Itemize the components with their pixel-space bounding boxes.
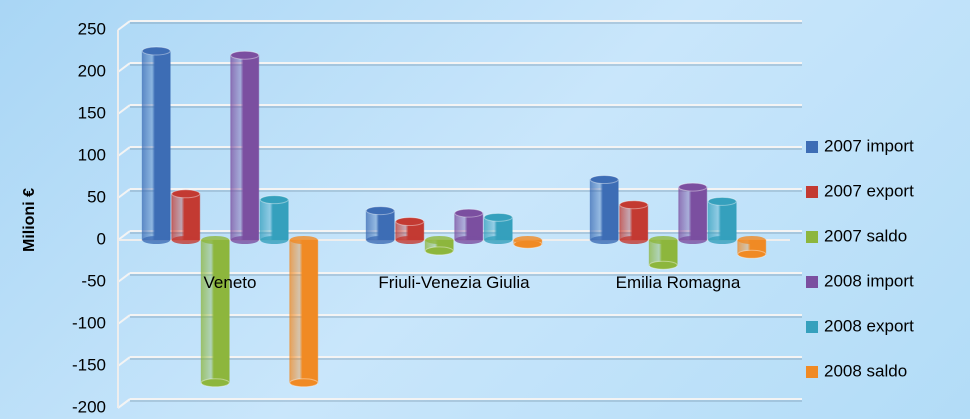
y-tick-label: -50 xyxy=(81,271,106,290)
bar xyxy=(289,239,319,384)
y-tick-label: 250 xyxy=(78,19,106,38)
bar-base xyxy=(590,236,619,244)
bar xyxy=(707,200,737,241)
bar-base xyxy=(425,236,454,244)
bar-cap xyxy=(200,378,230,388)
bar-cap xyxy=(141,46,171,56)
bar-base xyxy=(619,236,648,244)
bar-base xyxy=(484,236,513,244)
bar-base xyxy=(366,236,395,244)
bar-base xyxy=(649,236,678,244)
legend-label: 2008 saldo xyxy=(824,361,907,380)
bar-base xyxy=(395,236,424,244)
bar-cap xyxy=(707,196,737,206)
y-tick-label: 200 xyxy=(78,61,106,80)
legend-label: 2007 export xyxy=(824,181,914,200)
bar xyxy=(200,239,230,384)
legend-label: 2007 import xyxy=(824,136,914,155)
grid-line xyxy=(117,20,131,31)
legend-swatch xyxy=(806,276,818,288)
bar-cap xyxy=(454,208,484,218)
bar-cap xyxy=(648,260,678,270)
grid-line xyxy=(117,272,131,283)
bar-cap xyxy=(737,249,767,259)
grid-line xyxy=(117,230,131,241)
grid-line xyxy=(117,104,131,115)
bar-base xyxy=(260,236,289,244)
x-tick-label: Veneto xyxy=(203,273,257,292)
legend-label: 2008 import xyxy=(824,271,914,290)
bar xyxy=(230,54,260,241)
bar xyxy=(141,50,171,241)
bar xyxy=(454,212,484,241)
y-tick-label: 150 xyxy=(78,103,106,122)
bar xyxy=(619,204,649,241)
bar-cap xyxy=(395,217,425,227)
bar xyxy=(678,186,708,241)
legend-swatch xyxy=(806,186,818,198)
bar-base xyxy=(142,236,171,244)
grid-line xyxy=(117,398,131,409)
bar xyxy=(589,179,619,241)
bar xyxy=(171,193,201,241)
bar-cap xyxy=(230,50,260,60)
grid-line xyxy=(117,188,131,199)
bar-base xyxy=(708,236,737,244)
y-tick-label: 0 xyxy=(97,229,106,248)
y-tick-label: -150 xyxy=(72,355,106,374)
bar-base xyxy=(201,236,230,244)
bar-cap xyxy=(365,206,395,216)
bar xyxy=(259,199,289,241)
bar xyxy=(365,210,395,241)
bar-cap xyxy=(171,189,201,199)
bar-base xyxy=(171,236,200,244)
x-tick-label: Emilia Romagna xyxy=(615,273,741,292)
bar xyxy=(648,239,678,266)
grid-line xyxy=(117,356,131,367)
legend-swatch xyxy=(806,366,818,378)
x-tick-label: Friuli-Venezia Giulia xyxy=(378,273,530,292)
bar-cap xyxy=(678,182,708,192)
bar-base xyxy=(513,236,542,244)
bar-base xyxy=(454,236,483,244)
grid-line xyxy=(117,314,131,325)
grid-line xyxy=(117,146,131,157)
bar-base xyxy=(289,236,318,244)
bar-base xyxy=(230,236,259,244)
legend-label: 2008 export xyxy=(824,316,914,335)
bar-base xyxy=(678,236,707,244)
y-tick-label: 100 xyxy=(78,145,106,164)
legend-label: 2007 saldo xyxy=(824,226,907,245)
bar-cap xyxy=(619,200,649,210)
legend-swatch xyxy=(806,231,818,243)
y-tick-label: 50 xyxy=(87,187,106,206)
y-tick-label: -200 xyxy=(72,397,106,416)
y-axis-label: Milioni € xyxy=(21,188,38,252)
bar-cap xyxy=(483,212,513,222)
bar-base xyxy=(737,236,766,244)
legend-swatch xyxy=(806,321,818,333)
bar-cap xyxy=(589,175,619,185)
y-tick-label: -100 xyxy=(72,313,106,332)
bar-cap xyxy=(289,378,319,388)
legend-swatch xyxy=(806,141,818,153)
grid-line xyxy=(117,62,131,73)
bar-cap xyxy=(424,246,454,256)
bar-cap xyxy=(259,195,289,205)
